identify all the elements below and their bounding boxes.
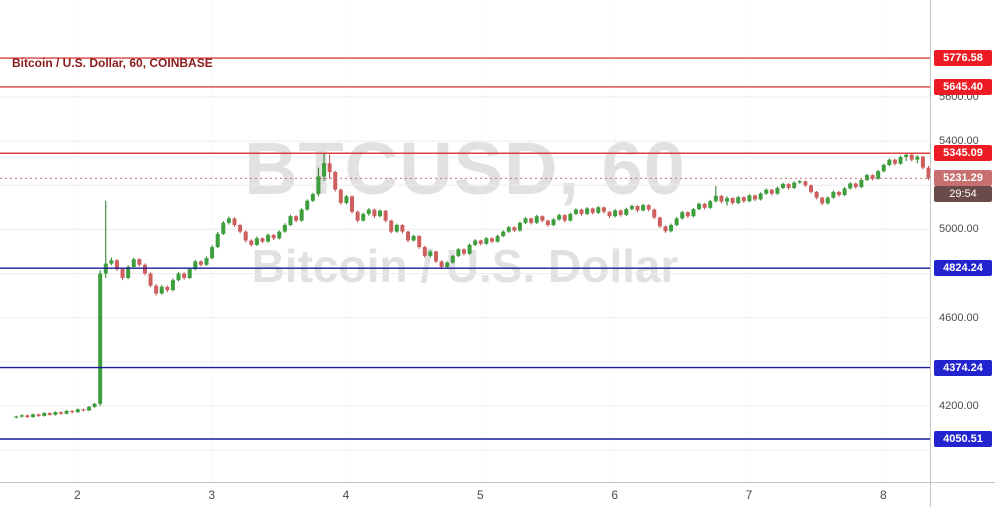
- price-chart-pane[interactable]: BTCUSD, 60 Bitcoin / U.S. Dollar Bitcoin…: [0, 0, 930, 482]
- time-tick-2: 2: [74, 488, 81, 502]
- level-price-label: 5645.40: [934, 78, 992, 95]
- price-tick: 4200.00: [939, 400, 979, 412]
- time-tick-6: 6: [611, 488, 618, 502]
- time-tick-8: 8: [879, 488, 887, 502]
- time-tick-5: 5: [476, 488, 484, 502]
- candles: [14, 153, 930, 419]
- price-tick: 5400.00: [939, 135, 979, 148]
- time-tick-3: 3: [208, 488, 216, 502]
- candlestick-chart: [0, 0, 930, 482]
- price-tick: 5000.00: [939, 223, 979, 236]
- level-price-label: 4050.51: [934, 430, 992, 447]
- axis-corner: [930, 482, 995, 507]
- grid: [0, 0, 930, 482]
- price-axis[interactable]: 5600.00 5400.00 5000.00 4600.00 4200.00 5776.…: [930, 0, 995, 482]
- time-tick-4: 4: [342, 488, 350, 502]
- level-price-label: 4374.24: [934, 359, 992, 376]
- bar-close-countdown: 29:54: [934, 186, 992, 203]
- time-tick-7: 7: [745, 488, 753, 502]
- level-price-label: 4824.24: [934, 260, 992, 277]
- level-price-label: 5345.09: [934, 145, 992, 162]
- price-tick: 4600.00: [939, 311, 979, 324]
- symbol-legend[interactable]: Bitcoin / U.S. Dollar, 60, COINBASE: [12, 56, 213, 70]
- current-price-label: 5231.29: [934, 170, 992, 187]
- level-price-label: 5776.58: [934, 50, 992, 67]
- time-axis[interactable]: 2 3 4 5 6 7 8: [0, 482, 930, 507]
